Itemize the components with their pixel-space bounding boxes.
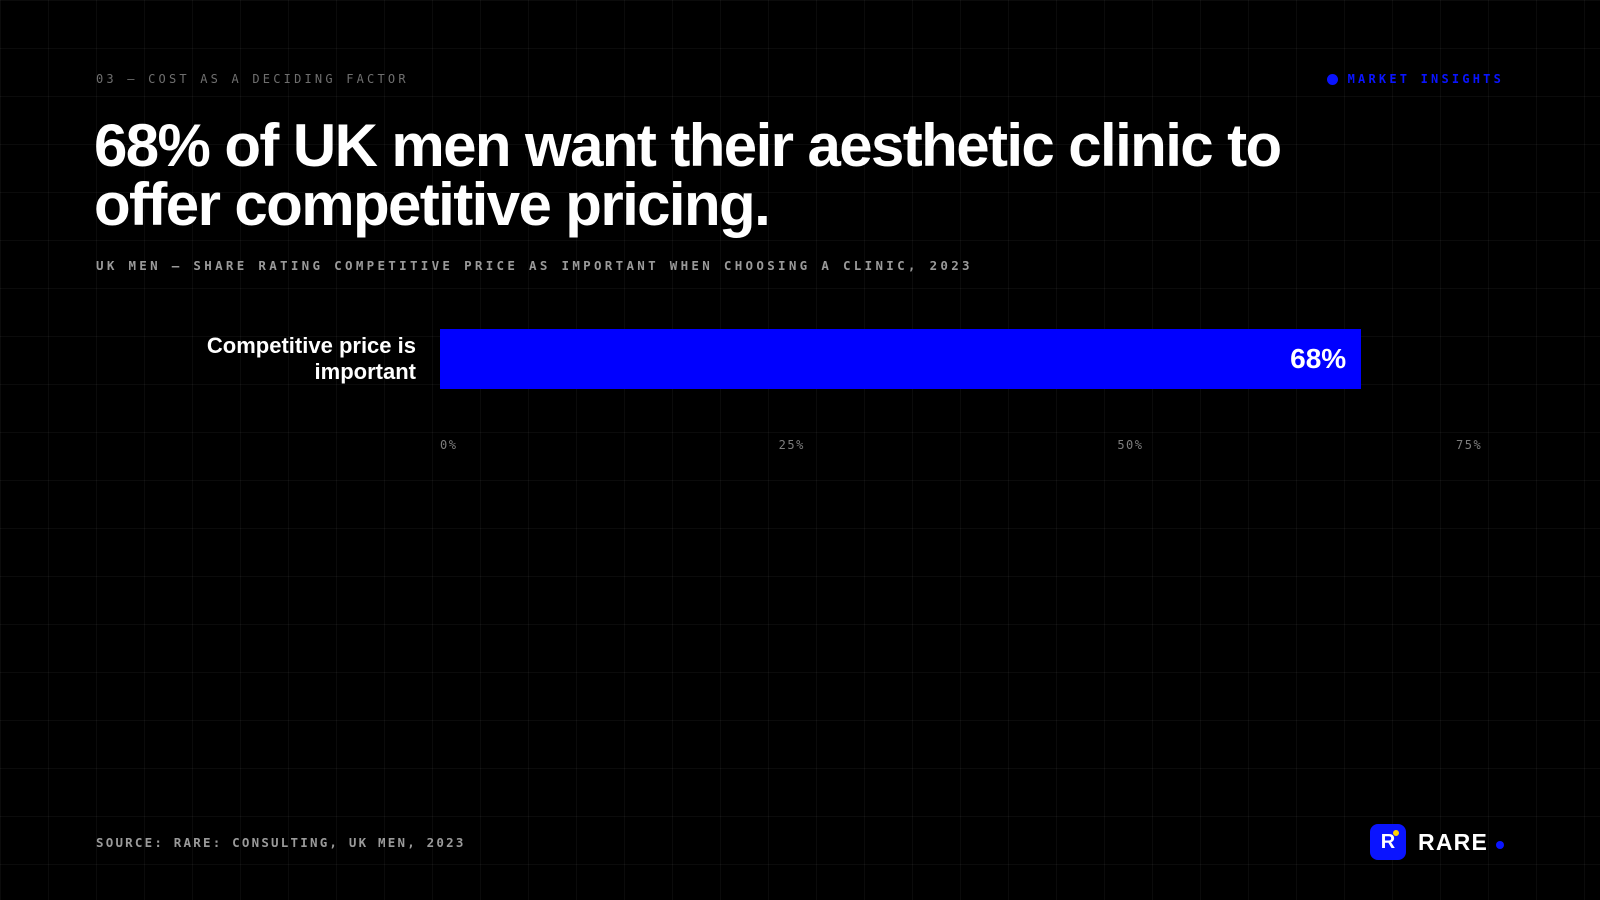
tag-dot-icon	[1326, 73, 1338, 85]
brand-mark-icon: R	[1370, 824, 1407, 860]
bar-category-label: Competitive price is important	[206, 333, 416, 384]
brand-mark-letter: R	[1380, 830, 1396, 853]
brand-logo: R RARE	[1370, 824, 1504, 860]
x-tick-label: 50%	[1117, 438, 1144, 452]
bar-value-label: 68%	[1290, 343, 1347, 374]
chart-subtitle: UK MEN — SHARE RATING COMPETITIVE PRICE …	[96, 258, 973, 273]
brand-dot-icon	[1496, 841, 1504, 849]
x-tick-label: 75%	[1456, 438, 1483, 452]
headline: 68% of UK men want their aesthetic clini…	[94, 112, 1282, 238]
section-eyebrow: 03 — COST AS A DECIDING FACTOR	[96, 72, 409, 86]
tag-label: MARKET INSIGHTS	[1347, 72, 1504, 86]
x-tick-label: 0%	[440, 438, 458, 452]
market-insights-tag: MARKET INSIGHTS	[1326, 72, 1504, 86]
x-tick-label: 25%	[778, 438, 805, 452]
brand-name: RARE	[1418, 828, 1488, 855]
source-note: SOURCE: RARE: CONSULTING, UK MEN, 2023	[96, 835, 466, 850]
bar	[440, 329, 1362, 389]
brand-mark-dot	[1393, 830, 1400, 836]
